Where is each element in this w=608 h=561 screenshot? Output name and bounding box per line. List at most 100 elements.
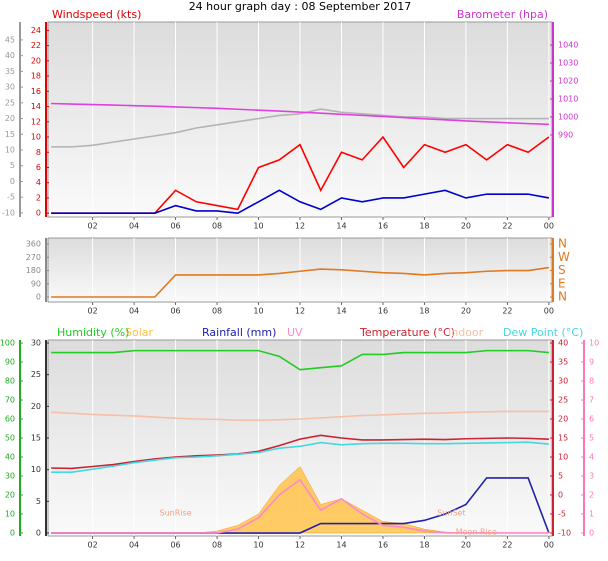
y-tick-label: 22 xyxy=(31,41,41,50)
y-axis-label: Windspeed (kts) xyxy=(52,8,141,21)
y4-tick-label: 2 xyxy=(589,490,594,499)
x-tick-label: 18 xyxy=(419,222,429,231)
y2-axis-label: Barometer (hpa) xyxy=(457,8,548,21)
y3-tick-label: 20 xyxy=(5,114,15,123)
line xyxy=(51,441,549,473)
y-tick-label: 360 xyxy=(26,240,41,249)
y3-tick-label: 15 xyxy=(5,130,15,139)
x-tick-label: 22 xyxy=(502,307,512,316)
y2-tick-label: S xyxy=(558,263,566,277)
y3-tick-label: 0 xyxy=(10,177,15,186)
y4-tick-label: 9 xyxy=(589,358,594,367)
y-tick-label: 60 xyxy=(5,415,15,424)
y4-tick-label: 6 xyxy=(589,415,594,424)
y-tick-label: 180 xyxy=(26,266,41,275)
y3-tick-label: 10 xyxy=(5,146,15,155)
y-tick-label: 16 xyxy=(31,87,41,96)
y-tick-label: 2 xyxy=(36,193,41,202)
y2-tick-label: W xyxy=(558,250,570,264)
y-tick-label: 40 xyxy=(5,452,15,461)
x-tick-label: 02 xyxy=(87,222,97,231)
x-tick-label: 14 xyxy=(336,307,346,316)
legend-entry: Humidity (%) xyxy=(57,326,129,339)
x-tick-label: 08 xyxy=(212,222,222,231)
y3-tick-label: 35 xyxy=(558,358,568,367)
y2-tick-label: N xyxy=(558,237,567,251)
annotation: Moon Rise xyxy=(456,528,497,537)
y-tick-label: 50 xyxy=(5,434,15,443)
y-tick-label: 6 xyxy=(36,163,41,172)
y-tick-label: 4 xyxy=(36,178,41,187)
x-tick-label: 04 xyxy=(129,307,139,316)
y2-tick-label: 30 xyxy=(31,338,41,347)
y-tick-label: 20 xyxy=(5,490,15,499)
x-tick-label: 18 xyxy=(419,541,429,550)
y-tick-label: 70 xyxy=(5,396,15,405)
y3-tick-label: 40 xyxy=(558,339,568,348)
y2-tick-label: 1040 xyxy=(558,41,578,50)
y-tick-label: 30 xyxy=(5,471,15,480)
y2-tick-label: 1010 xyxy=(558,94,578,103)
y2-tick-label: N xyxy=(558,289,567,303)
y3-tick-label: 35 xyxy=(5,67,15,76)
y-tick-label: 270 xyxy=(26,253,41,262)
y3-tick-label: 5 xyxy=(558,471,563,480)
line xyxy=(51,478,549,534)
y2-tick-label: 15 xyxy=(31,434,41,443)
y2-tick-label: 990 xyxy=(558,130,573,139)
y3-tick-label: 45 xyxy=(5,35,15,44)
legend-entry: Dew Point (°C) xyxy=(503,326,583,339)
x-tick-label: 12 xyxy=(295,307,305,316)
y2-tick-label: E xyxy=(558,276,566,290)
legend-entry: Solar xyxy=(125,326,154,339)
y-tick-label: 18 xyxy=(31,72,41,81)
x-tick-label: 08 xyxy=(212,307,222,316)
y4-tick-label: 7 xyxy=(589,396,594,405)
y3-tick-label: 30 xyxy=(5,83,15,92)
line xyxy=(51,410,549,421)
x-tick-label: 12 xyxy=(295,541,305,550)
y4-tick-label: 8 xyxy=(589,377,594,386)
x-tick-label: 16 xyxy=(378,222,388,231)
x-tick-label: 02 xyxy=(87,541,97,550)
x-tick-label: 04 xyxy=(129,541,139,550)
x-tick-label: 00 xyxy=(544,541,554,550)
x-tick-label: 12 xyxy=(295,222,305,231)
annotation: SunSet xyxy=(437,509,465,518)
line xyxy=(51,189,550,215)
y-tick-label: 10 xyxy=(31,133,41,142)
x-tick-label: 10 xyxy=(253,541,263,550)
y-tick-label: 80 xyxy=(5,377,15,386)
x-tick-label: 06 xyxy=(170,541,180,550)
y-tick-label: 14 xyxy=(31,102,41,111)
chart-title: 24 hour graph day : 08 September 2017 xyxy=(189,0,412,13)
x-tick-label: 20 xyxy=(461,541,471,550)
y-tick-label: 0 xyxy=(36,292,41,301)
line xyxy=(51,102,549,126)
x-tick-label: 18 xyxy=(419,307,429,316)
x-tick-label: 02 xyxy=(87,307,97,316)
x-tick-label: 04 xyxy=(129,222,139,231)
y-tick-label: 10 xyxy=(5,509,15,518)
annotation: SunRise xyxy=(160,509,192,518)
x-tick-label: 00 xyxy=(544,222,554,231)
y2-tick-label: 25 xyxy=(31,370,41,379)
line xyxy=(51,266,550,298)
y-tick-label: 0 xyxy=(10,528,15,537)
x-tick-label: 10 xyxy=(253,307,263,316)
y-tick-label: 90 xyxy=(31,279,41,288)
y-tick-label: 90 xyxy=(5,358,15,367)
y-tick-label: 12 xyxy=(31,117,41,126)
x-tick-label: 16 xyxy=(378,541,388,550)
y4-tick-label: 5 xyxy=(589,434,594,443)
y3-tick-label: -10 xyxy=(2,208,15,217)
legend-entry: Rainfall (mm) xyxy=(202,326,276,339)
y3-tick-label: 25 xyxy=(558,396,568,405)
x-tick-label: 08 xyxy=(212,541,222,550)
x-tick-label: 16 xyxy=(378,307,388,316)
y2-tick-label: 20 xyxy=(31,402,41,411)
x-tick-label: 14 xyxy=(336,541,346,550)
y3-tick-label: -5 xyxy=(7,193,15,202)
line xyxy=(51,434,549,470)
